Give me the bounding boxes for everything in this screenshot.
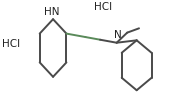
Text: N: N	[114, 30, 122, 40]
Text: HCl: HCl	[94, 2, 112, 12]
Text: HN: HN	[44, 7, 60, 17]
Text: HCl: HCl	[2, 39, 20, 49]
